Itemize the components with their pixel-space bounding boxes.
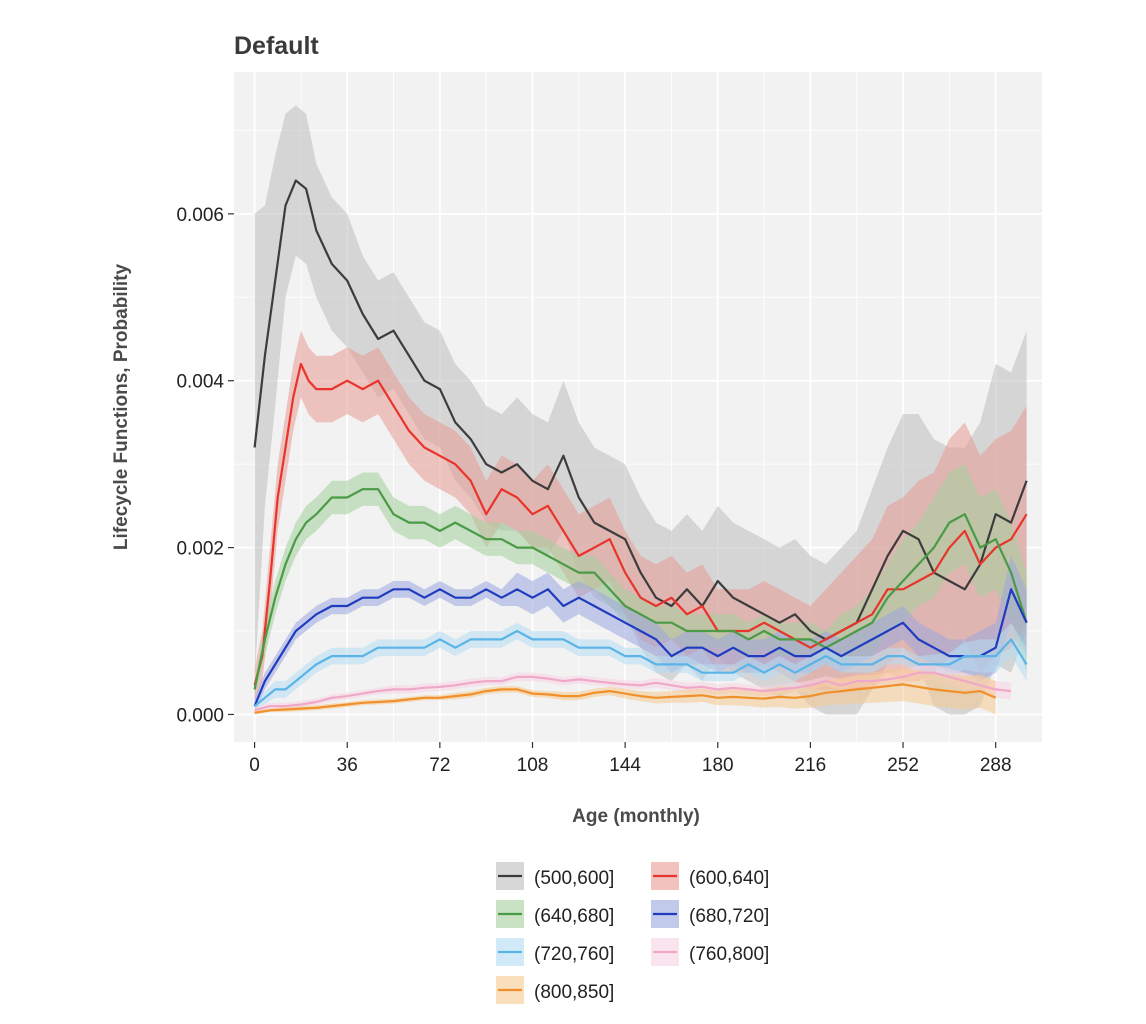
x-tick-label: 0	[249, 755, 260, 776]
legend-item: (500,600]	[496, 862, 614, 890]
legend-item: (720,760]	[496, 938, 614, 966]
legend-label: (640,680]	[534, 906, 614, 927]
band-(500,600]	[254, 105, 1027, 715]
x-tick-label: 288	[980, 755, 1012, 776]
y-axis-title: Lifecycle Functions, Probability	[111, 264, 132, 551]
x-tick-label: 252	[887, 755, 919, 776]
band-(800,850]	[254, 667, 996, 715]
series-line-(500,600]	[253, 179, 1028, 641]
series-line-(760,800]	[254, 671, 1012, 712]
legend: (500,600] (600,640] (640,680] (680,720] (720…	[496, 862, 769, 1004]
chart-title: Default	[234, 32, 319, 60]
legend-label: (760,800]	[689, 944, 769, 965]
series-line-(640,680]	[253, 488, 1028, 690]
legend-label: (720,760]	[534, 944, 614, 965]
y-tick-label: 0.002	[176, 539, 224, 560]
legend-item: (600,640]	[651, 862, 769, 890]
x-tick-label: 216	[795, 755, 827, 776]
band-(600,640]	[254, 330, 1027, 702]
x-tick-label: 108	[517, 755, 549, 776]
legend-item: (680,720]	[651, 900, 769, 928]
x-axis-title: Age (monthly)	[572, 806, 700, 827]
band-(680,720]	[254, 555, 1027, 715]
axes: 0 36 72 108 144 180 216 252 288 0.000 0.002 0.004 0.…	[176, 205, 1011, 776]
legend-label: (680,720]	[689, 906, 769, 927]
legend-item: (760,800]	[651, 938, 769, 966]
y-tick-label: 0.006	[176, 205, 224, 226]
x-tick-label: 36	[337, 755, 358, 776]
series-line-(720,760]	[253, 629, 1028, 707]
series-line-(800,850]	[254, 683, 997, 714]
x-tick-label: 72	[429, 755, 450, 776]
series-line-(680,720]	[253, 588, 1028, 707]
y-tick-label: 0.000	[176, 705, 224, 726]
series-lines	[253, 179, 1028, 714]
x-tick-label: 144	[609, 755, 641, 776]
legend-item: (640,680]	[496, 900, 614, 928]
legend-label: (600,640]	[689, 868, 769, 889]
legend-label: (800,850]	[534, 982, 614, 1003]
band-(760,800]	[254, 665, 1012, 713]
legend-label: (500,600]	[534, 868, 614, 889]
series-line-(600,640]	[253, 362, 1028, 686]
legend-item: (800,850]	[496, 976, 614, 1004]
y-tick-label: 0.004	[176, 372, 224, 393]
x-tick-label: 180	[702, 755, 734, 776]
